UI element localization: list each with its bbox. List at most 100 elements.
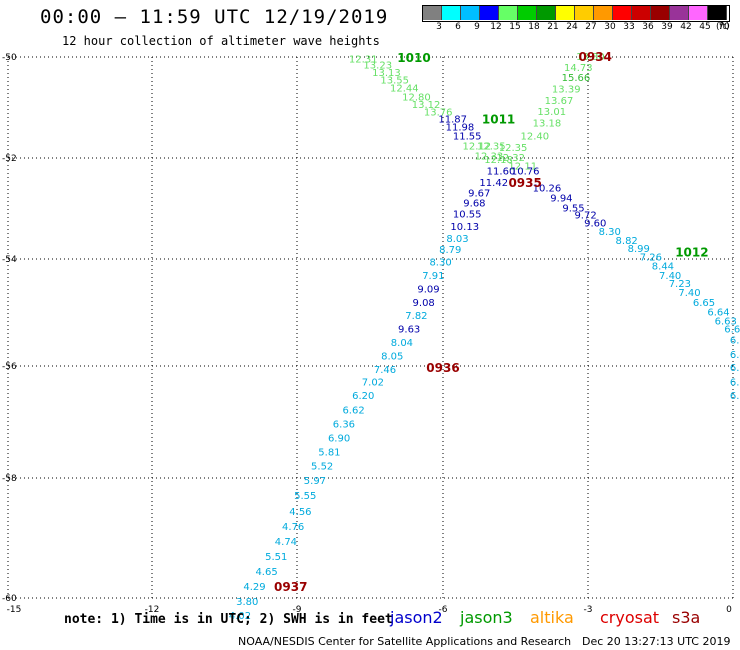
colorbar-label: 24	[566, 22, 578, 32]
wave-height-point: 12.33	[475, 151, 504, 162]
x-tick-label: -3	[584, 605, 593, 615]
wave-height-point: 12.12	[463, 141, 492, 152]
page-subtitle: 12 hour collection of altimeter wave hei…	[62, 34, 380, 48]
wave-height-point: 7.91	[422, 271, 444, 282]
wave-height-point: 10.13	[450, 222, 479, 233]
wave-height-point: 8.82	[616, 236, 638, 247]
colorbar-swatch	[537, 6, 556, 20]
wave-height-point: 12.11	[508, 162, 537, 173]
wave-height-point: 6.60	[724, 325, 740, 336]
credit-line: NOAA/NESDIS Center for Satellite Applica…	[238, 635, 572, 648]
page-title: 00:00 – 11:59 UTC 12/19/2019	[40, 6, 389, 28]
wave-height-point: 7.26	[640, 252, 662, 263]
wave-height-point: 11.55	[453, 131, 482, 142]
wave-height-point: 13.30	[576, 52, 605, 63]
y-tick-label: -60	[2, 594, 17, 604]
colorbar-label: 6	[455, 22, 461, 32]
colorbar-swatch	[423, 6, 442, 20]
colorbar-label: 36	[642, 22, 654, 32]
colorbar-label: 27	[585, 22, 597, 32]
wave-height-point: 8.03	[446, 234, 468, 245]
wave-height-point: 9.08	[413, 298, 435, 309]
wave-height-point: 6.3	[730, 391, 740, 402]
colorbar-label: 15	[509, 22, 521, 32]
pass-time-label: 1012	[675, 245, 708, 259]
satellite-legend-s3a: s3a	[672, 608, 701, 627]
wave-height-point: 4.56	[289, 507, 311, 518]
wave-height-point: 6.63	[715, 317, 737, 328]
wave-height-point: 13.01	[537, 107, 566, 118]
wave-height-point: 6.5	[730, 335, 740, 346]
satellite-legend-jason3: jason3	[460, 608, 513, 627]
wave-height-point: 6.36	[333, 420, 355, 431]
wave-height-point: 13.67	[545, 96, 574, 107]
wave-height-point: 11.42	[479, 178, 508, 189]
wave-height-point: 13.18	[533, 119, 562, 130]
wave-height-point: 12.31	[349, 55, 378, 66]
wave-height-point: 6.65	[693, 298, 715, 309]
wave-height-point: 12.35	[499, 143, 528, 154]
wave-height-point: 9.55	[562, 203, 584, 214]
y-tick-label: -58	[2, 474, 17, 484]
wave-height-point: 12.32	[496, 153, 525, 164]
colorbar-label: 12	[490, 22, 502, 32]
colorbar-swatch	[499, 6, 518, 20]
colorbar-swatch	[689, 6, 708, 20]
colorbar-label: 70	[718, 22, 730, 32]
pass-time-label: 0934	[579, 50, 612, 64]
colorbar-label: 45	[699, 22, 711, 32]
y-tick-label: -54	[2, 255, 17, 265]
wave-height-point: 5.55	[294, 491, 316, 502]
x-tick-label: 0	[726, 605, 732, 615]
wave-height-point: 6.62	[342, 406, 364, 417]
wave-height-point: 8.04	[391, 338, 413, 349]
wave-height-point: 9.67	[468, 188, 490, 199]
colorbar-swatch	[708, 6, 727, 20]
wave-height-point: 12.80	[402, 92, 431, 103]
satellite-legend-cryosat: cryosat	[600, 608, 660, 627]
wave-height-point: 7.82	[405, 311, 427, 322]
pass-time-label: 0936	[426, 361, 459, 375]
wave-height-point: 7.46	[374, 365, 396, 376]
colorbar-swatch	[670, 6, 689, 20]
y-tick-label: -52	[2, 154, 17, 164]
colorbar-swatch	[480, 6, 499, 20]
wave-height-point: 8.05	[381, 351, 403, 362]
wave-height-point: 11.87	[438, 115, 467, 126]
colorbar-label: 21	[547, 22, 559, 32]
colorbar-swatch	[461, 6, 480, 20]
colorbar-swatch	[632, 6, 651, 20]
satellite-legend-jason2: jason2	[390, 608, 443, 627]
wave-height-point: 5.81	[318, 448, 340, 459]
timestamp: Dec 20 13:27:13 UTC 2019	[582, 635, 731, 648]
wave-height-point: 12.18	[484, 155, 513, 166]
pass-time-label: 0935	[508, 176, 541, 190]
wave-height-point: 7.40	[659, 271, 681, 282]
wave-height-point: 8.79	[439, 245, 461, 256]
wave-height-point: 9.72	[574, 211, 596, 222]
wave-height-point: 6.20	[352, 391, 374, 402]
colorbar-swatch	[651, 6, 670, 20]
wave-height-point: 9.60	[584, 219, 606, 230]
pass-time-label: 1011	[482, 113, 515, 127]
wave-height-point: 9.63	[398, 325, 420, 336]
wave-height-point: 7.40	[678, 288, 700, 299]
colorbar-swatch	[518, 6, 537, 20]
wave-height-point: 10.76	[511, 167, 540, 178]
wave-height-point: 5.52	[311, 462, 333, 473]
y-tick-label: -56	[2, 362, 17, 372]
colorbar-swatch	[442, 6, 461, 20]
colorbar-swatch	[556, 6, 575, 20]
wave-height-point: 9.09	[417, 284, 439, 295]
wave-height-point: 10.26	[533, 183, 562, 194]
wave-height-point: 3.80	[236, 597, 258, 608]
footer-note: note: 1) Time is in UTC; 2) SWH is in fe…	[64, 612, 393, 627]
colorbar-label: 39	[661, 22, 673, 32]
wave-height-point: 5.97	[304, 476, 326, 487]
colorbar-frame	[422, 5, 730, 22]
wave-height-point: 13.39	[552, 84, 581, 95]
wave-height-point: 4.65	[255, 567, 277, 578]
wave-height-point: 7.02	[362, 378, 384, 389]
